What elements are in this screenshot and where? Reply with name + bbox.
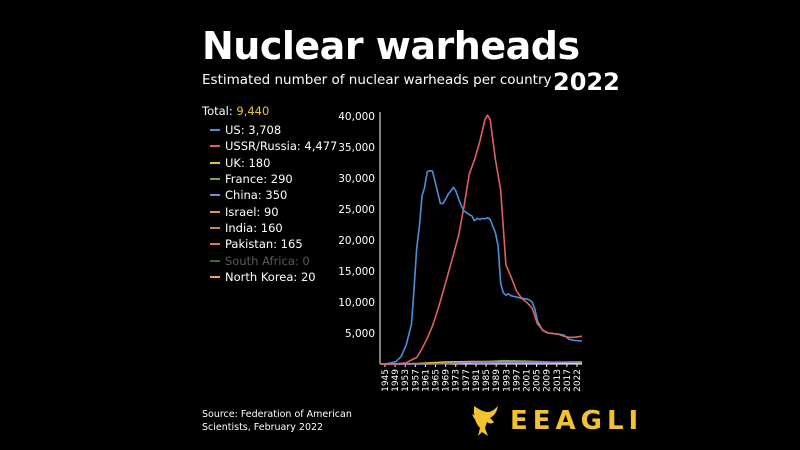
legend-item-north-korea: North Korea: 20	[210, 269, 337, 285]
x-tick-label: 1945	[381, 369, 391, 392]
chart-subtitle: Estimated number of nuclear warheads per…	[202, 72, 552, 88]
y-tick-label: 25,000	[338, 204, 375, 216]
x-tick-label: 1981	[472, 369, 482, 392]
total-label: Total: 9,440	[202, 104, 269, 118]
legend-swatch	[210, 243, 220, 246]
legend-label: India: 160	[225, 220, 283, 235]
line-chart: 5,000 10,000 15,000 20,000 25,000 30,000 35,00…	[338, 111, 583, 392]
legend-item-china: China: 350	[210, 187, 337, 203]
legend-label: US: 3,708	[225, 123, 282, 138]
x-tick-label: 1985	[482, 369, 492, 392]
legend-item-us: US: 3,708	[210, 122, 337, 138]
x-tick-label: 1977	[462, 369, 472, 392]
x-tick-label: 1969	[442, 369, 452, 392]
legend-label: South Africa: 0	[225, 253, 310, 268]
y-tick-label: 30,000	[338, 173, 375, 185]
legend-swatch	[210, 226, 220, 229]
legend-item-pakistan: Pakistan: 165	[210, 236, 337, 252]
legend-label: North Korea: 20	[225, 269, 316, 284]
legend-swatch	[210, 210, 220, 213]
legend-label: Israel: 90	[225, 204, 279, 219]
x-tick-label: 1961	[421, 369, 431, 392]
source-note: Source: Federation of American Scientist…	[202, 409, 352, 433]
total-value: 9,440	[236, 104, 270, 118]
y-tick-label: 20,000	[338, 235, 375, 247]
legend-item-france: France: 290	[210, 171, 337, 187]
y-tick-label: 5,000	[345, 328, 375, 340]
x-tick-label: 1949	[391, 369, 401, 392]
x-tick-label: 1997	[512, 369, 522, 392]
x-tick-label: 1989	[492, 369, 502, 392]
legend-swatch	[210, 178, 220, 181]
x-tick-label: 1957	[411, 369, 421, 392]
year-label: 2022	[553, 68, 620, 96]
legend-label: UK: 180	[225, 155, 271, 170]
legend-item-russia: USSR/Russia: 4,477	[210, 138, 337, 154]
x-tick-label: 1965	[432, 369, 442, 392]
legend-swatch	[210, 145, 220, 148]
legend-swatch	[210, 161, 220, 164]
legend-swatch	[210, 129, 220, 132]
y-tick-label: 10,000	[338, 297, 375, 309]
brand-name: EEAGLI	[510, 406, 644, 436]
x-tick-label: 1953	[401, 369, 411, 392]
x-tick-label: 1973	[452, 369, 462, 392]
series-line-us	[379, 169, 583, 365]
x-tick-label: 1993	[502, 369, 512, 392]
legend: US: 3,708 USSR/Russia: 4,477 UK: 180 Fra…	[210, 122, 337, 285]
legend-item-india: India: 160	[210, 220, 337, 236]
chart-title: Nuclear warheads	[202, 24, 580, 68]
legend-label: France: 290	[225, 172, 293, 187]
legend-swatch	[210, 275, 220, 278]
legend-swatch	[210, 194, 220, 197]
x-tick-label: 2013	[553, 369, 563, 392]
y-tick-label: 40,000	[338, 111, 375, 123]
x-tick-label: 2001	[522, 369, 532, 392]
legend-item-south-africa: South Africa: 0	[210, 252, 337, 268]
legend-label: China: 350	[225, 188, 288, 203]
brand-logo: EEAGLI	[470, 402, 643, 440]
legend-label: Pakistan: 165	[225, 237, 303, 252]
x-tick-label: 2005	[533, 369, 543, 392]
y-tick-label: 15,000	[338, 266, 375, 278]
x-tick-label: 2009	[543, 369, 553, 392]
y-tick-label: 35,000	[338, 142, 375, 154]
x-tick-label: 2022	[573, 369, 583, 392]
legend-item-uk: UK: 180	[210, 155, 337, 171]
legend-swatch	[210, 259, 220, 262]
legend-item-israel: Israel: 90	[210, 203, 337, 219]
eagle-icon	[472, 406, 498, 436]
series-line-ussr-russia	[380, 114, 583, 365]
x-tick-label: 2017	[563, 369, 573, 392]
legend-label: USSR/Russia: 4,477	[225, 139, 338, 154]
total-label-text: Total:	[202, 104, 233, 118]
series-line-china	[380, 361, 583, 365]
